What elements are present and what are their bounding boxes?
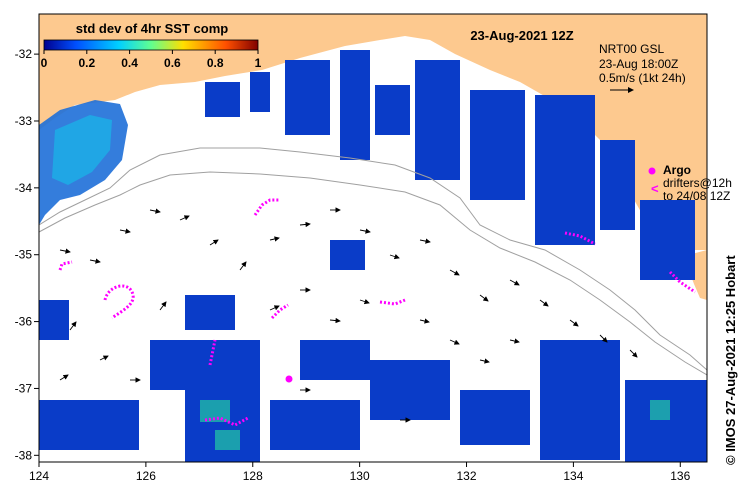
- x-tick-label: 130: [350, 469, 370, 483]
- argo-float: [285, 375, 293, 383]
- isobath-line-1: [39, 147, 707, 371]
- imos-credit: © IMOS 27-Aug-2021 12:25 Hobart: [723, 255, 738, 465]
- land-australia: [39, 14, 707, 250]
- x-tick-label: 136: [670, 469, 690, 483]
- colorbar-tick-label: 0: [41, 56, 48, 70]
- y-axis: -32 -33 -34 -35 -36 -37 -38: [15, 47, 39, 462]
- x-tick-label: 128: [243, 469, 263, 483]
- y-tick-label: -35: [15, 248, 33, 262]
- x-tick-label: 134: [563, 469, 583, 483]
- argo-legend-label: Argo: [663, 163, 691, 177]
- y-tick-label: -38: [15, 448, 33, 462]
- argo-drifter-tracks: [58, 198, 696, 427]
- drifter-legend-marker: <: [651, 181, 659, 196]
- x-tick-label: 132: [457, 469, 477, 483]
- colorbar-tick-label: 0.6: [164, 56, 181, 70]
- colorbar: std dev of 4hr SST comp 0 0.2 0.4 0.6 0.8 1: [41, 21, 262, 70]
- current-legend-line1: NRT00 GSL: [599, 42, 664, 56]
- argo-legend-marker: [648, 167, 656, 175]
- current-vectors: [59, 207, 638, 423]
- current-legend: NRT00 GSL 23-Aug 18:00Z 0.5m/s (1kt 24h): [599, 42, 686, 93]
- current-legend-line3: 0.5m/s (1kt 24h): [599, 71, 686, 85]
- x-tick-label: 124: [29, 469, 49, 483]
- argo-legend: Argo < drifters@12h to 24/08 12Z: [648, 163, 732, 203]
- colorbar-gradient: [43, 39, 259, 51]
- colorbar-title: std dev of 4hr SST comp: [76, 21, 228, 36]
- isobath-line-2: [39, 171, 707, 376]
- colorbar-tick-label: 0.8: [207, 56, 224, 70]
- colorbar-tick-label: 0.4: [121, 56, 138, 70]
- colorbar-tick-label: 0.2: [78, 56, 95, 70]
- sst-coastal-patches: [185, 50, 695, 330]
- sst-south-patches: [39, 300, 707, 462]
- y-tick-label: -37: [15, 381, 33, 395]
- y-tick-label: -34: [15, 181, 33, 195]
- y-tick-label: -32: [15, 47, 33, 61]
- plot-frame: [38, 13, 708, 463]
- drifter-legend-line1: drifters@12h: [663, 176, 732, 190]
- y-tick-label: -36: [15, 315, 33, 329]
- map-title: 23-Aug-2021 12Z: [470, 28, 573, 43]
- drifter-legend-line2: to 24/08 12Z: [663, 189, 730, 203]
- current-legend-line2: 23-Aug 18:00Z: [599, 57, 678, 71]
- sst-south-highlights: [200, 400, 670, 450]
- y-tick-label: -33: [15, 114, 33, 128]
- colorbar-tick-label: 1: [255, 56, 262, 70]
- x-axis: 124 126 128 130 132 134 136: [29, 462, 691, 483]
- x-tick-label: 126: [136, 469, 156, 483]
- sst-patch-west-inner: [52, 115, 112, 185]
